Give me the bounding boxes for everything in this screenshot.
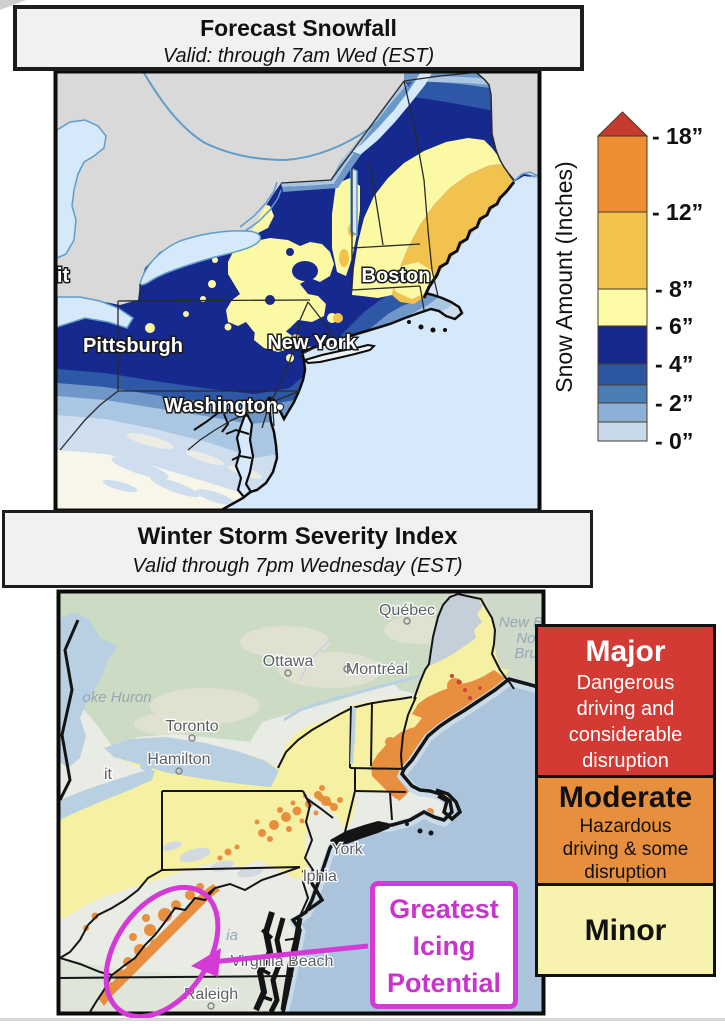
svg-text:- 6”: - 6”	[655, 313, 693, 339]
svg-text:Washington: Washington	[164, 395, 278, 417]
svg-text:New B: New B	[499, 614, 543, 631]
svg-text:oke Huron: oke Huron	[82, 689, 151, 706]
svg-text:Boston: Boston	[362, 265, 431, 287]
svg-text:Raleigh: Raleigh	[184, 986, 238, 1003]
svg-text:- 0”: - 0”	[655, 428, 693, 454]
svg-text:it: it	[57, 265, 70, 287]
svg-text:it: it	[104, 766, 113, 783]
svg-text:ia: ia	[226, 927, 238, 944]
svg-text:Bru: Bru	[514, 645, 538, 662]
svg-text:New York: New York	[267, 332, 357, 354]
svg-text:- 12”: - 12”	[652, 199, 703, 225]
svg-text:lphia: lphia	[303, 868, 337, 885]
svg-text:Ottawa: Ottawa	[263, 653, 314, 670]
svg-text:Montréal: Montréal	[346, 661, 408, 678]
svg-text:- 4”: - 4”	[655, 351, 693, 377]
svg-text:York: York	[331, 841, 363, 858]
svg-text:Pittsburgh: Pittsburgh	[83, 335, 183, 357]
svg-text:- 18”: - 18”	[652, 123, 703, 149]
svg-text:- 2”: - 2”	[655, 390, 693, 416]
svg-text:Toronto: Toronto	[165, 718, 218, 735]
svg-text:- 8”: - 8”	[655, 276, 693, 302]
svg-text:Snow Amount (Inches): Snow Amount (Inches)	[551, 161, 577, 392]
svg-text:Québec: Québec	[379, 602, 435, 619]
svg-text:Hamilton: Hamilton	[147, 751, 210, 768]
svg-text:No: No	[516, 630, 535, 647]
